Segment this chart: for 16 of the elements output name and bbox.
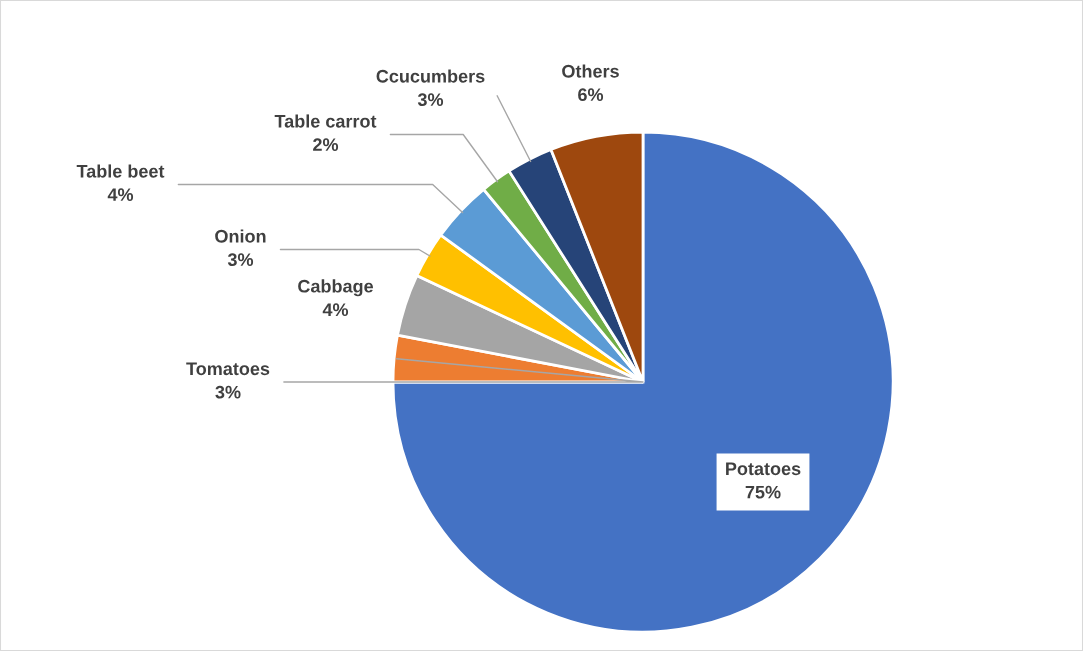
slice-label: Tomatoes [186,362,270,376]
slice-label: Onion [215,229,266,243]
data-label: 75% [745,485,781,499]
slice-label: Potatoes [726,462,801,476]
slice-label: Others [562,64,619,78]
data-label: 3% [227,253,254,267]
data-label: 3% [215,385,241,399]
data-label: 6% [578,88,604,102]
data-label: 4% [107,188,134,201]
slice-label: Ccucumbers [376,69,485,83]
data-label: 3% [417,93,444,107]
data-label: 4% [322,303,349,317]
slice-label: Cabbage [298,279,374,297]
slice-label: Table beet [76,164,165,178]
slice-label: Table carrot [274,114,377,128]
data-label: 2% [313,138,339,151]
